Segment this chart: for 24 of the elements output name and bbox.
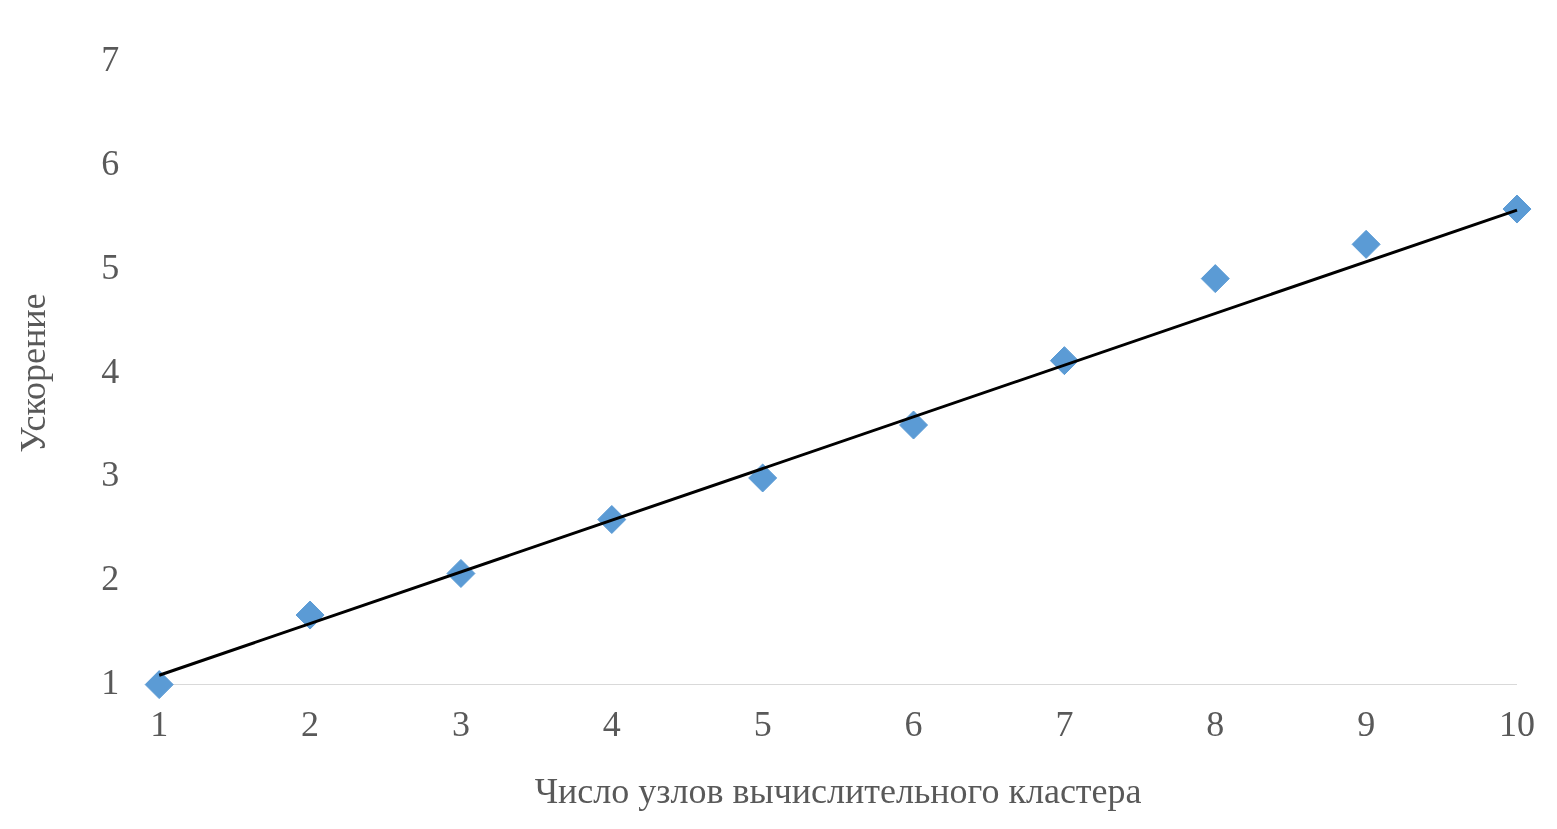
x-tick-label: 6 — [904, 703, 923, 744]
point — [1200, 264, 1230, 294]
y-tick-label: 7 — [101, 39, 120, 80]
x-tick-label: 7 — [1055, 703, 1074, 744]
y-tick-label: 1 — [101, 662, 120, 703]
x-tick-label: 9 — [1357, 703, 1376, 744]
x-tick-label: 5 — [753, 703, 772, 744]
x-tick-label: 3 — [451, 703, 470, 744]
x-axis-title: Число узлов вычислительного кластера — [534, 770, 1142, 811]
point — [748, 463, 778, 493]
y-axis-title: Ускорение — [13, 293, 54, 453]
y-tick-label: 5 — [101, 246, 120, 287]
x-tick-label: 10 — [1499, 703, 1535, 744]
y-tick-label: 3 — [101, 454, 120, 495]
x-tick-label: 1 — [150, 703, 169, 744]
y-tick-label: 6 — [101, 142, 120, 183]
x-tick-label: 8 — [1206, 703, 1225, 744]
y-tick-label: 4 — [101, 350, 120, 391]
x-tick-label: 4 — [602, 703, 621, 744]
x-tick-label: 2 — [301, 703, 320, 744]
y-tick-label: 2 — [101, 558, 120, 599]
point — [1351, 229, 1381, 259]
point — [1502, 194, 1532, 224]
point — [144, 670, 174, 700]
